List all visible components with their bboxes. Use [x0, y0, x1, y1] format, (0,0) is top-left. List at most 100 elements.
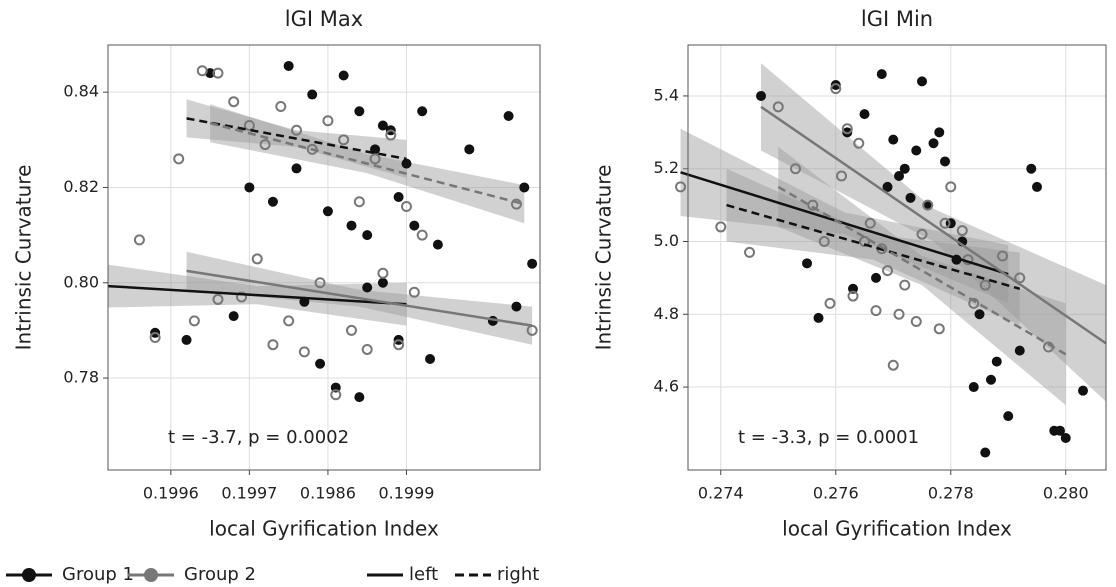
data-point [315, 358, 326, 369]
data-point [933, 323, 945, 335]
data-point [149, 332, 161, 344]
data-point [859, 109, 870, 120]
data-point [997, 250, 1009, 262]
data-point [307, 89, 318, 100]
data-point [377, 120, 388, 131]
x-axis-label: local Gyrification Index [209, 517, 439, 541]
data-point [940, 156, 951, 167]
data-point [1026, 163, 1037, 174]
fit-line [726, 203, 1021, 290]
data-point [876, 69, 887, 80]
data-point [425, 353, 436, 364]
data-point [818, 235, 830, 247]
data-point [893, 308, 905, 320]
data-point [744, 246, 756, 258]
data-point [259, 139, 271, 151]
data-point [526, 324, 538, 336]
data-point [291, 163, 302, 174]
plot-area [108, 45, 540, 470]
y-tick-label: 0.78 [63, 368, 99, 387]
plot-border [687, 44, 1107, 471]
data-point [887, 359, 899, 371]
x-tick-label: 0.1986 [300, 484, 356, 503]
data-point [807, 199, 819, 211]
data-point [836, 170, 848, 182]
data-point [853, 137, 865, 149]
data-point [228, 311, 239, 322]
data-point [377, 267, 389, 279]
data-point [928, 138, 939, 149]
data-point [291, 124, 303, 136]
y-tick-label: 5.2 [654, 158, 679, 177]
data-point [345, 324, 357, 336]
data-point [675, 181, 687, 193]
data-point [916, 228, 928, 240]
fit-line [777, 185, 1067, 356]
data-point [802, 258, 813, 269]
data-point [361, 343, 373, 355]
y-tick-label: 5.0 [654, 231, 679, 250]
data-point [244, 182, 255, 193]
data-point [400, 201, 412, 213]
data-point [173, 153, 185, 165]
data-point [910, 316, 922, 328]
data-point [511, 301, 522, 312]
data-point [322, 206, 333, 217]
data-point [243, 120, 255, 132]
chart-title: lGI Max [285, 7, 363, 31]
data-point [196, 65, 208, 77]
y-axis-label: Intrinsic Curvature [592, 165, 616, 351]
data-point [945, 181, 957, 193]
data-point [956, 225, 968, 237]
data-point [974, 309, 985, 320]
data-point [212, 293, 224, 305]
x-tick-label: 0.1996 [143, 484, 199, 503]
data-point [715, 221, 727, 233]
data-point [212, 67, 224, 79]
y-tick-label: 0.84 [63, 82, 99, 101]
data-point [979, 279, 991, 291]
data-point [188, 315, 200, 327]
legend-label: Group 1 [62, 564, 134, 585]
data-point [848, 283, 859, 294]
x-tick-label: 0.274 [698, 484, 744, 503]
data-point [980, 447, 991, 458]
data-point [899, 279, 911, 291]
data-point [353, 196, 365, 208]
data-point [385, 129, 397, 141]
data-point [790, 163, 802, 175]
data-point [322, 115, 334, 127]
data-point [464, 144, 475, 155]
data-point [859, 235, 871, 247]
data-point [510, 198, 522, 210]
data-point [503, 110, 514, 121]
data-point [338, 134, 350, 146]
y-tick-label: 4.6 [654, 377, 679, 396]
data-point [416, 229, 428, 241]
data-point [267, 196, 278, 207]
data-point [894, 170, 905, 181]
fit-line [760, 105, 1107, 345]
data-point [1078, 385, 1089, 396]
x-tick-label: 0.1997 [221, 484, 277, 503]
data-point [911, 145, 922, 156]
data-point [417, 106, 428, 117]
legend-label: left [409, 564, 438, 585]
legend-swatch [144, 568, 158, 582]
data-point [354, 106, 365, 117]
data-point [267, 339, 279, 351]
data-point [275, 100, 287, 112]
data-point [1060, 432, 1071, 443]
fit-line [186, 269, 533, 327]
data-point [905, 192, 916, 203]
y-tick-label: 0.82 [63, 177, 99, 196]
data-point [283, 315, 295, 327]
fit-line [186, 117, 407, 161]
data-point [939, 217, 951, 229]
data-point [841, 123, 853, 135]
data-point [181, 334, 192, 345]
data-point [772, 101, 784, 113]
y-tick-label: 5.4 [654, 85, 679, 104]
data-point [330, 389, 342, 401]
data-point [1032, 181, 1043, 192]
